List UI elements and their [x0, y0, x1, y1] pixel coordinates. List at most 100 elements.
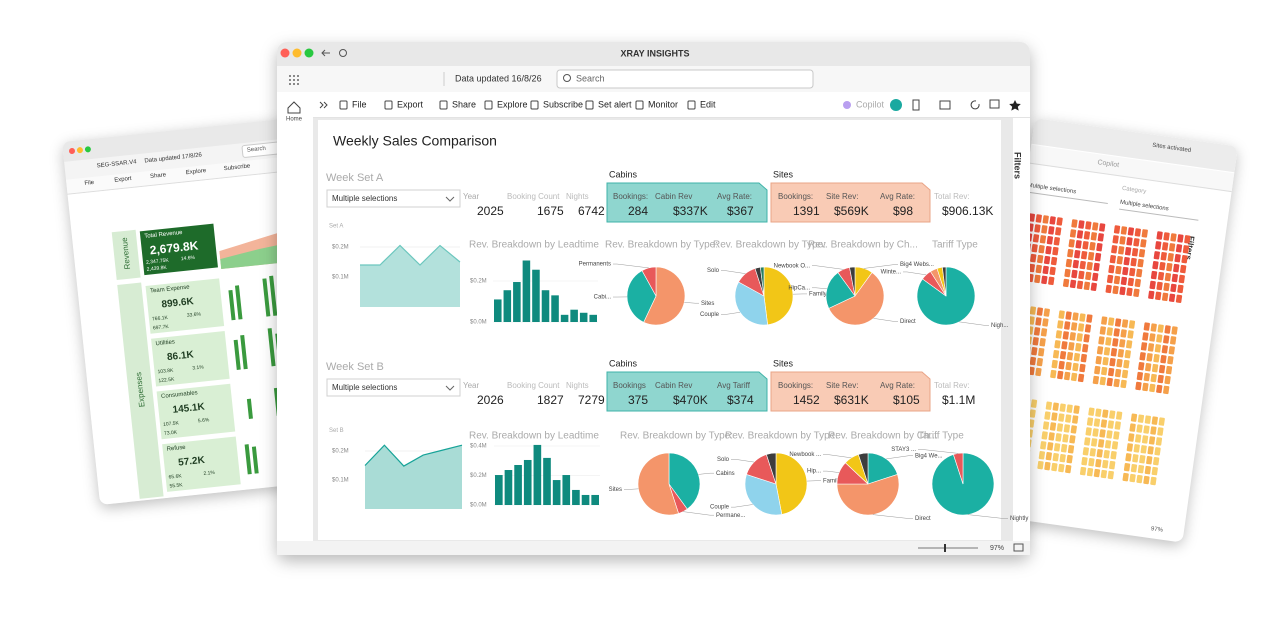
fit-page[interactable]	[1013, 543, 1024, 552]
refresh-button[interactable]	[339, 49, 347, 57]
kpi-label: Year	[463, 192, 480, 201]
heat-tile	[1071, 269, 1078, 279]
leader-line	[721, 312, 741, 315]
close-dot[interactable]	[280, 48, 290, 58]
heat-tile	[1120, 276, 1128, 286]
heat-tile	[1093, 418, 1101, 427]
toolbar-icon	[484, 100, 493, 110]
heat-tile	[1060, 444, 1068, 453]
kpi-value: $906.13K	[942, 204, 993, 218]
heat-tile	[1064, 268, 1071, 278]
heat-tile	[1167, 253, 1174, 262]
max-dot[interactable]	[304, 48, 314, 58]
search-box[interactable]	[556, 69, 814, 89]
toolbar-item[interactable]: Monitor	[648, 99, 678, 109]
heat-tile	[1043, 308, 1050, 317]
pie-label: Direct	[900, 319, 916, 325]
zoom-level: 97%	[990, 545, 1004, 552]
heat-tile	[1151, 363, 1159, 373]
min-dot[interactable]	[292, 48, 302, 58]
heat-tile	[1075, 240, 1082, 249]
toolbar-item[interactable]: Edit	[700, 99, 716, 109]
toolbar-item[interactable]: Share	[452, 99, 476, 109]
heat-tile	[1101, 366, 1108, 376]
heat-tile	[1139, 352, 1146, 361]
copilot-icon	[843, 101, 851, 109]
heat-tile	[1161, 345, 1168, 354]
leader-line	[613, 263, 649, 269]
heat-tile	[1163, 282, 1170, 292]
dropdown-value: Multiple selections	[332, 383, 397, 392]
pie-label: Sites	[701, 301, 714, 307]
zoom-thumb[interactable]	[944, 544, 946, 552]
heat-tile	[1088, 407, 1095, 416]
pie-label: Newbook O...	[774, 263, 811, 269]
heat-tile	[1066, 404, 1073, 413]
app-launcher[interactable]	[289, 75, 299, 85]
heat-tile	[1070, 322, 1078, 331]
bar	[572, 489, 580, 505]
heat-tile	[1111, 245, 1118, 254]
heat-tile	[1148, 290, 1155, 300]
heat-tile	[1129, 423, 1136, 432]
bar	[504, 470, 513, 505]
toolbar-item[interactable]: Set alert	[598, 99, 632, 109]
toolbar-item[interactable]: Export	[397, 99, 424, 109]
heat-tile	[1051, 462, 1058, 472]
heat-tile	[1168, 346, 1175, 355]
back-button[interactable]	[321, 49, 330, 57]
pie-slice	[849, 266, 856, 297]
heat-tile	[1035, 367, 1042, 377]
pie-label: Permane...	[716, 513, 746, 519]
toolbar-item[interactable]: Explore	[497, 99, 528, 109]
heat-tile	[1109, 254, 1117, 264]
home-icon[interactable]	[287, 101, 301, 114]
card-label: Site Rev:	[826, 192, 858, 201]
heat-tile	[1086, 467, 1094, 477]
reload-icon[interactable]	[970, 100, 980, 110]
kpi-label: Booking Count	[507, 192, 560, 201]
heat-tile	[1130, 257, 1137, 267]
toolbar-item[interactable]: File	[352, 99, 367, 109]
expand-button[interactable]	[319, 101, 328, 109]
heat-tile	[1150, 426, 1157, 435]
heat-tile	[1030, 253, 1037, 263]
leader-line	[684, 302, 699, 304]
card	[606, 182, 768, 223]
heat-tile	[1098, 336, 1105, 345]
heat-tile	[1175, 244, 1183, 253]
heat-tile	[1069, 229, 1077, 238]
favorite-icon[interactable]	[1009, 100, 1021, 111]
bar	[541, 290, 550, 322]
heat-tile	[1086, 314, 1093, 323]
leader-line	[903, 271, 927, 276]
heat-tile	[1059, 453, 1066, 463]
leader-line	[698, 472, 714, 475]
heat-tile	[1052, 452, 1059, 462]
heat-tile	[1155, 241, 1162, 250]
dropdown[interactable]	[326, 378, 461, 397]
heat-tile	[1093, 262, 1100, 272]
filters-label[interactable]: Filters	[1013, 152, 1023, 179]
home-label[interactable]: Home	[286, 117, 303, 123]
sync-icon[interactable]	[890, 99, 902, 111]
bookmark-icon[interactable]	[912, 99, 920, 111]
toolbar-item[interactable]: Subscribe	[543, 99, 583, 109]
y-tick-label: $0.1M	[332, 478, 349, 484]
bar	[494, 299, 502, 322]
heat-tile	[1133, 444, 1140, 453]
comment-icon[interactable]	[989, 99, 1000, 109]
card-value: $374	[727, 393, 754, 407]
heat-tile	[1168, 293, 1176, 303]
heat-tile	[1031, 244, 1038, 253]
heat-tile	[1120, 226, 1128, 235]
copilot[interactable]: Copilot	[856, 99, 885, 109]
data-updated[interactable]: Data updated 16/8/26	[455, 73, 542, 83]
heat-tile	[1055, 227, 1062, 236]
card-value: $470K	[673, 393, 708, 407]
card-label: Bookings	[613, 381, 646, 390]
left-rail	[277, 92, 313, 541]
view-icon[interactable]	[939, 100, 951, 110]
dropdown[interactable]	[326, 189, 461, 208]
heat-tile	[1181, 254, 1188, 264]
